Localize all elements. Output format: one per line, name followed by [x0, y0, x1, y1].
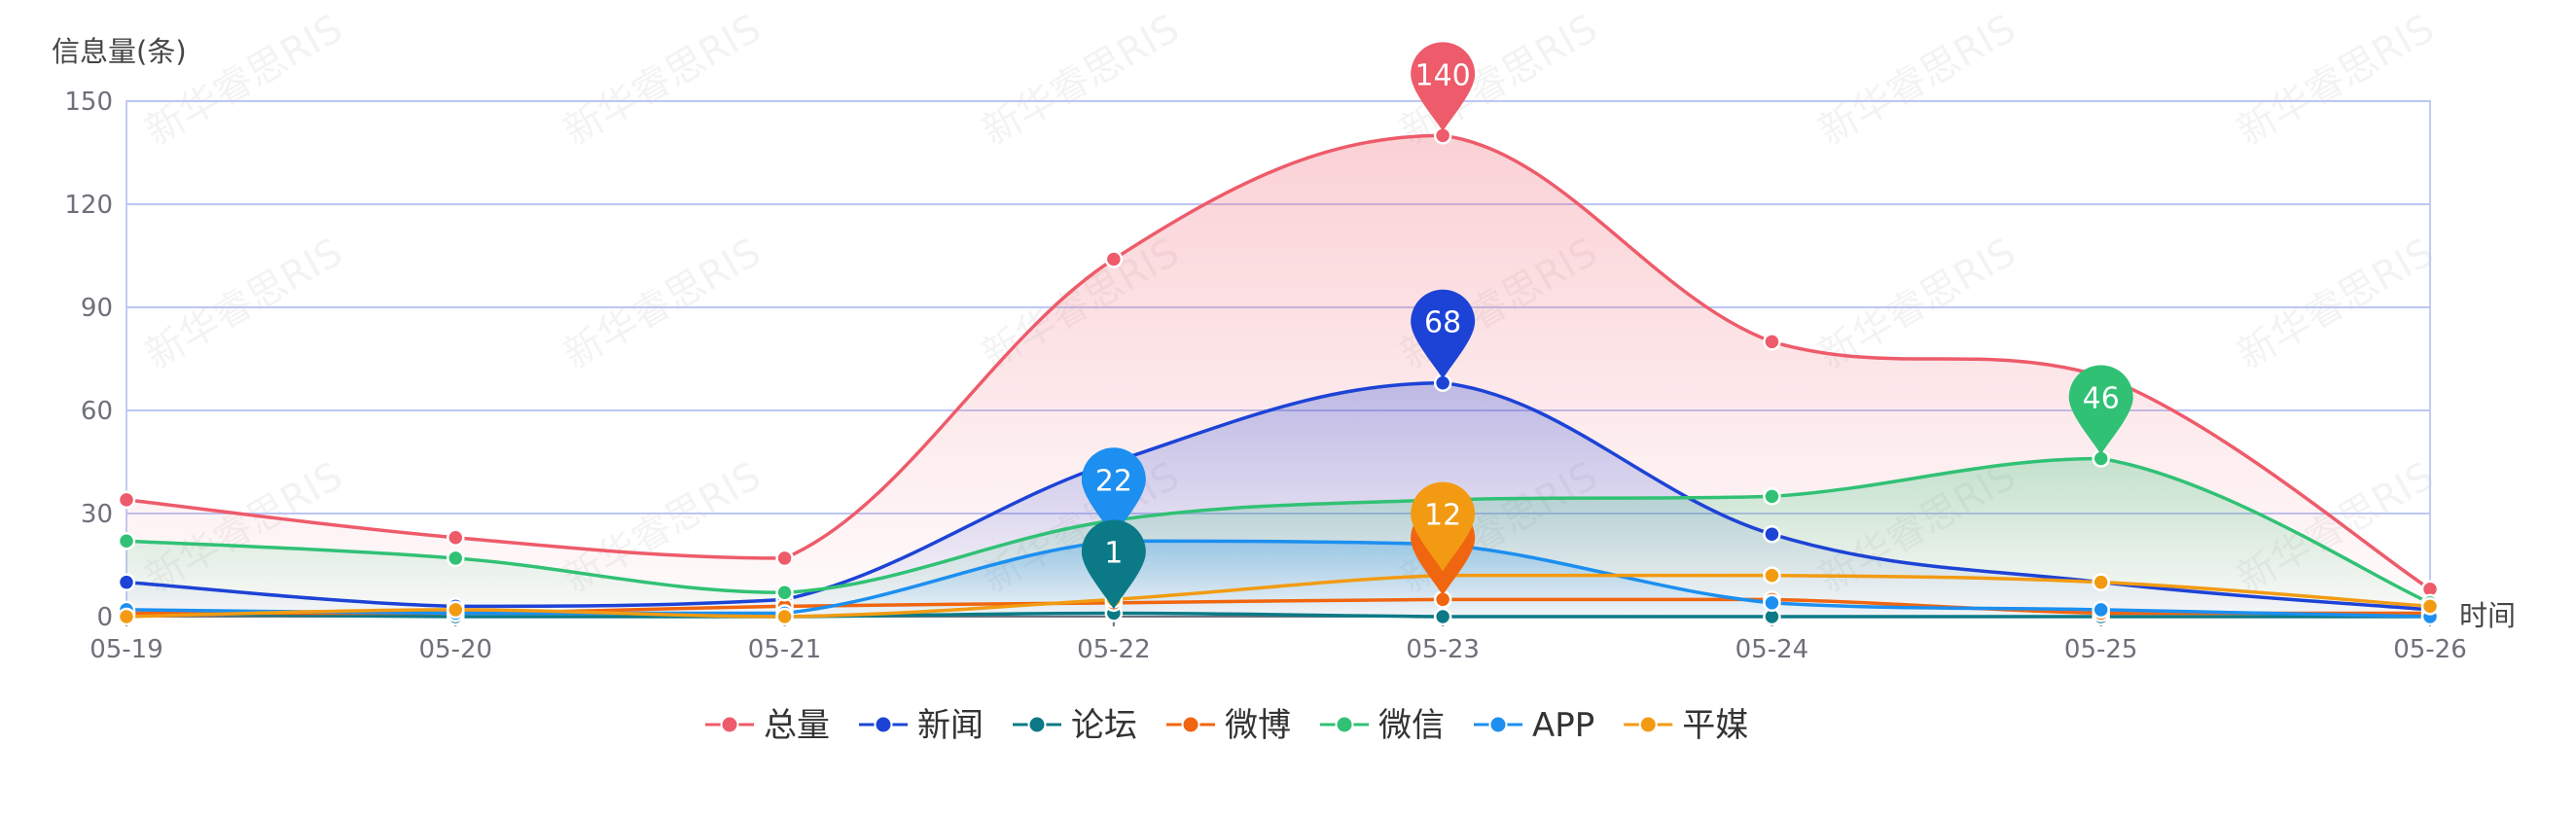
data-point[interactable] [775, 584, 794, 602]
y-tick-label: 150 [64, 88, 113, 117]
data-point[interactable] [447, 549, 465, 568]
legend-marker [720, 715, 739, 734]
x-tick-label: 05-21 [748, 635, 822, 664]
legend-item[interactable]: 总量 [705, 706, 830, 745]
y-tick-label: 30 [81, 500, 113, 529]
watermark-text: 新华睿思RIS [2230, 230, 2442, 377]
watermark-text: 新华睿思RIS [556, 6, 769, 154]
data-point[interactable] [1763, 593, 1781, 613]
legend-marker [1181, 715, 1200, 734]
y-tick-label: 90 [81, 294, 113, 323]
max-marker-pin [1411, 481, 1476, 572]
legend-marker [1488, 715, 1508, 734]
legend-item[interactable]: 微信 [1320, 706, 1445, 745]
max-marker-label: 12 [1424, 499, 1461, 533]
data-point[interactable] [2092, 600, 2110, 620]
x-tick-label: 05-19 [89, 635, 163, 664]
x-tick-label: 05-23 [1406, 635, 1480, 664]
x-axis: 05-19 05-20 05-21 05-22 05-23 05-24 05-25 05-26 [89, 616, 2467, 664]
x-tick-label: 05-25 [2064, 635, 2138, 664]
data-point[interactable] [1763, 524, 1781, 544]
y-axis-label: 信息量(条) [52, 35, 187, 68]
watermark-text: 新华睿思RIS [2230, 6, 2442, 154]
series-points [117, 126, 2440, 626]
legend-item[interactable]: APP [1474, 706, 1594, 745]
max-marker-pin [1081, 519, 1146, 610]
data-point[interactable] [1763, 566, 1781, 585]
max-marker-pin [1411, 289, 1476, 379]
legend-item[interactable]: 论坛 [1013, 706, 1137, 745]
max-marker-label: 140 [1415, 58, 1471, 92]
data-point[interactable] [117, 532, 136, 550]
data-point[interactable] [447, 600, 465, 620]
series-line-2 [125, 611, 2430, 619]
watermark-text: 新华睿思RIS [556, 230, 769, 377]
max-marker-pin [1411, 42, 1476, 132]
legend-label: 论坛 [1071, 706, 1137, 745]
watermark-text: 新华睿思RIS [138, 230, 350, 377]
legend-item[interactable]: 新闻 [859, 706, 984, 745]
x-tick-label: 05-26 [2393, 635, 2467, 664]
data-point[interactable] [1763, 487, 1781, 506]
series-line-6 [125, 573, 2431, 619]
x-tick-label: 05-22 [1077, 635, 1151, 664]
watermark-text: 新华睿思RIS [1811, 6, 2023, 154]
data-point[interactable] [775, 549, 794, 568]
legend-label: 总量 [764, 706, 830, 745]
data-point[interactable] [117, 490, 136, 510]
legend-label: 新闻 [917, 706, 984, 745]
x-tick-label: 05-20 [419, 635, 493, 664]
watermark-text: 新华睿思RIS [975, 6, 1187, 154]
legend-marker [874, 715, 893, 734]
max-marker-pin [1081, 447, 1146, 538]
legend-item[interactable]: 平媒 [1624, 706, 1748, 745]
max-marker-label: 22 [1095, 464, 1132, 498]
data-point[interactable] [2420, 597, 2440, 616]
max-marker-label: 1 [1104, 536, 1123, 570]
series-line-4 [125, 456, 2431, 605]
x-tick-label: 05-24 [1735, 635, 1809, 664]
legend-marker [1638, 715, 1658, 734]
legend[interactable]: 总量 新闻 论坛 微博 微信 APP 平媒 [705, 706, 1748, 745]
data-point[interactable] [1433, 607, 1452, 626]
legend-item[interactable]: 微博 [1166, 706, 1291, 745]
max-marker-pin [2068, 365, 2133, 455]
max-marker-label: 46 [2083, 381, 2120, 415]
data-point[interactable] [775, 607, 794, 626]
x-axis-label: 时间 [2459, 599, 2516, 632]
watermark-text: 新华睿思RIS [138, 6, 350, 154]
data-point[interactable] [1763, 333, 1781, 351]
series-line-0 [125, 133, 2431, 591]
series-line-1 [125, 380, 2431, 612]
legend-label: 微信 [1378, 706, 1445, 745]
series-area-5 [126, 541, 2430, 617]
data-point[interactable] [1104, 250, 1124, 268]
data-point[interactable] [2092, 573, 2110, 591]
max-markers: 140 68 22 1 12 46 [1081, 42, 2133, 610]
legend-marker [1335, 715, 1354, 734]
legend-label: APP [1532, 706, 1594, 745]
max-marker-label: 68 [1424, 306, 1461, 340]
series-line-5 [125, 539, 2431, 619]
data-point[interactable] [117, 573, 136, 591]
legend-label: 平媒 [1682, 706, 1748, 745]
y-tick-label: 120 [64, 191, 113, 220]
y-tick-label: 0 [96, 603, 113, 632]
legend-label: 微博 [1225, 706, 1291, 745]
y-axis-ticks: 0 30 60 90 120 150 [64, 88, 113, 632]
data-point[interactable] [117, 607, 136, 626]
legend-marker [1027, 715, 1047, 734]
data-point[interactable] [447, 528, 465, 547]
y-tick-label: 60 [81, 397, 113, 426]
series-lines [125, 133, 2431, 619]
